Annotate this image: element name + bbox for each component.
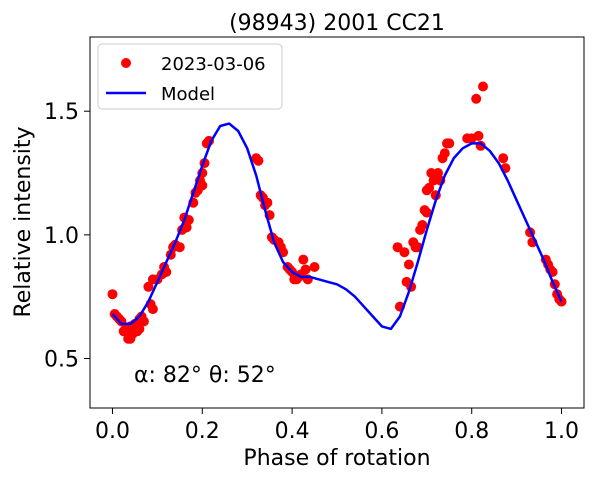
legend-observed-marker — [121, 58, 131, 68]
data-point — [399, 247, 410, 258]
x-axis: 0.0 0.2 0.4 0.6 0.8 1.0 — [95, 408, 579, 444]
data-point — [197, 180, 208, 191]
legend-model-label: Model — [161, 84, 215, 105]
y-axis: 0.5 1.0 1.5 — [44, 100, 90, 373]
y-tick-label: 0.5 — [44, 348, 79, 373]
plot-frame — [89, 36, 585, 409]
data-point — [253, 155, 264, 166]
y-tick-label: 1.5 — [44, 100, 79, 125]
x-tick-label: 0.0 — [95, 419, 130, 444]
data-point — [174, 242, 185, 253]
x-tick-label: 1.0 — [544, 419, 579, 444]
series-layer — [107, 81, 567, 344]
data-point — [433, 168, 443, 178]
legend-observed-label: 2023-03-06 — [161, 54, 266, 75]
data-point — [444, 138, 455, 149]
data-point — [138, 316, 149, 327]
data-point — [498, 153, 509, 164]
data-point — [107, 289, 118, 300]
x-tick-label: 0.6 — [364, 419, 399, 444]
data-point — [298, 254, 309, 265]
data-point — [473, 130, 484, 141]
angle-annotation: α: 82° θ: 52° — [134, 363, 276, 388]
data-point — [478, 81, 488, 92]
data-point — [147, 304, 158, 315]
y-tick-label: 1.0 — [44, 224, 79, 249]
data-point — [143, 281, 154, 292]
data-point — [403, 259, 414, 270]
data-point — [471, 93, 482, 104]
model-line — [111, 122, 563, 331]
data-point — [439, 148, 450, 159]
data-point — [421, 207, 432, 218]
x-axis-label: Phase of rotation — [243, 446, 430, 471]
x-tick-label: 0.8 — [454, 419, 489, 444]
data-point — [309, 262, 320, 272]
data-point — [134, 323, 145, 334]
x-tick-label: 0.4 — [275, 419, 310, 444]
data-point — [424, 182, 435, 193]
data-point — [417, 220, 428, 230]
y-axis-label: Relative intensity — [11, 126, 36, 317]
chart-title: (98943) 2001 CC21 — [229, 11, 445, 36]
data-point — [300, 264, 311, 275]
legend: 2023-03-06 Model — [97, 43, 283, 110]
x-tick-label: 0.2 — [185, 419, 220, 444]
